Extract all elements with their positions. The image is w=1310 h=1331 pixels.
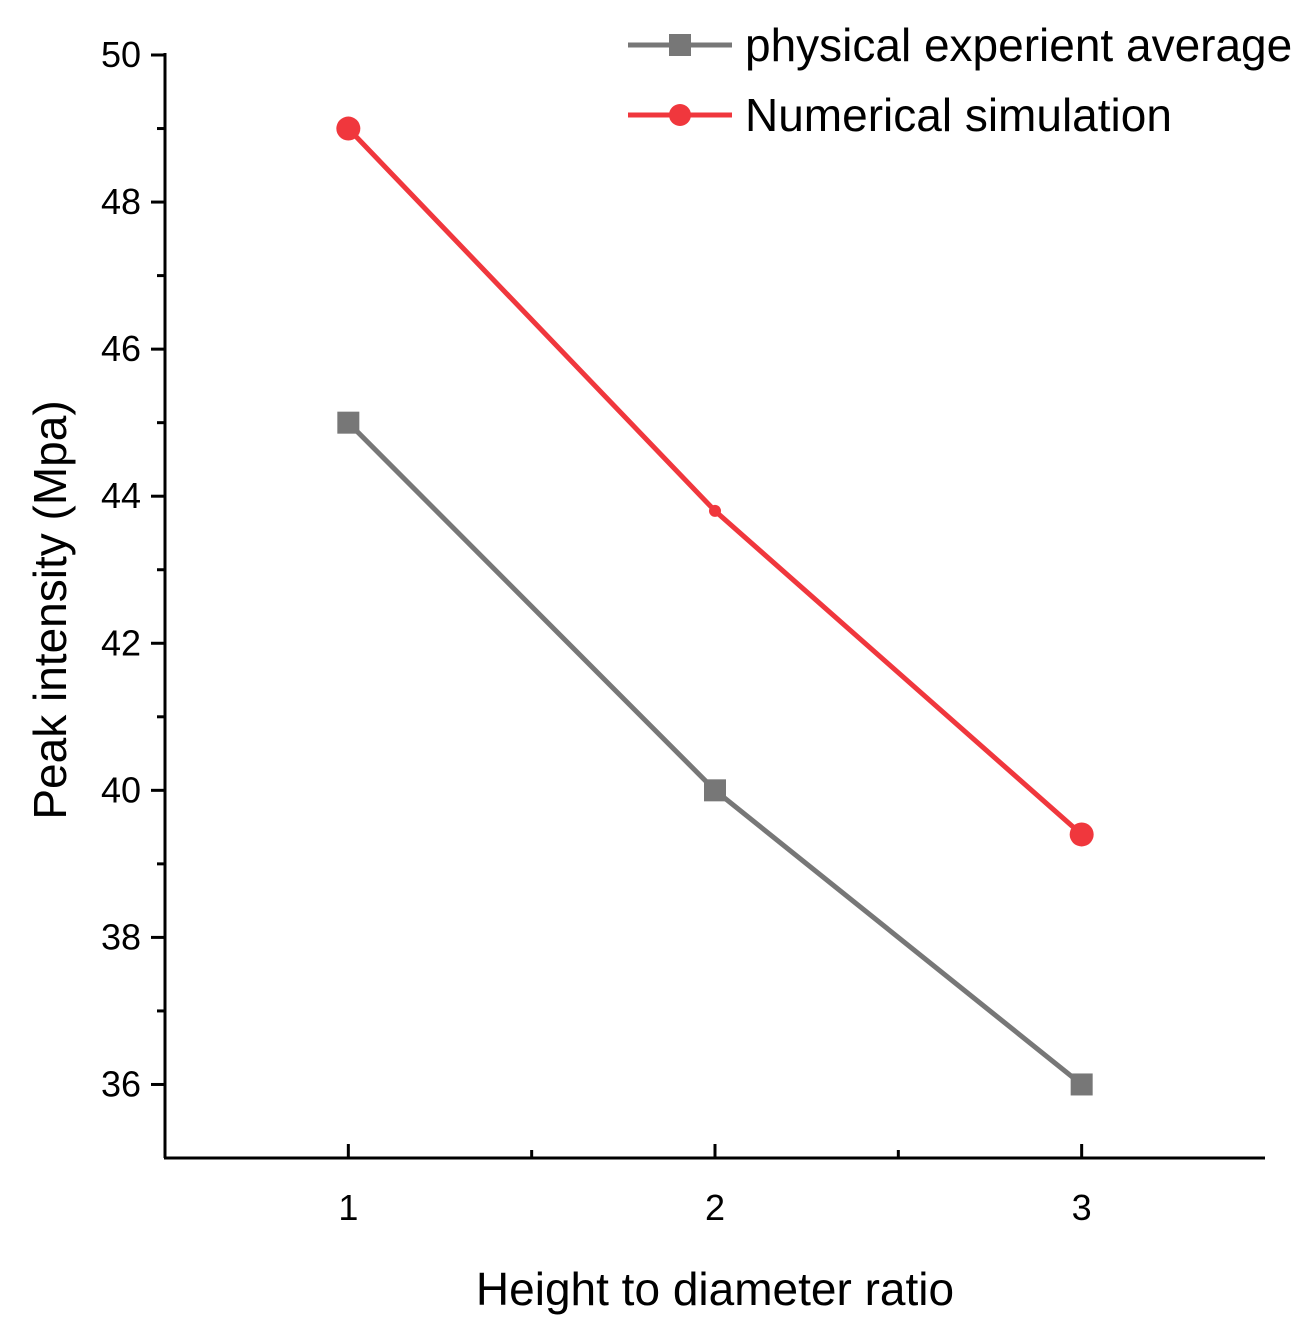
y-tick-label-42: 42 xyxy=(101,622,141,663)
x-axis-title: Height to diameter ratio xyxy=(476,1263,954,1315)
legend-label-1: Numerical simulation xyxy=(745,89,1172,141)
y-tick-label-50: 50 xyxy=(101,34,141,75)
x-tick-label-2: 2 xyxy=(705,1187,725,1228)
y-tick-label-46: 46 xyxy=(101,328,141,369)
series-1-point-1 xyxy=(709,504,721,517)
series-0-point-2 xyxy=(1070,1073,1093,1096)
series-1-point-0 xyxy=(336,116,361,141)
series-1-line xyxy=(346,126,1084,837)
legend: physical experient average Numerical simu… xyxy=(628,19,1292,141)
series-0-point-0 xyxy=(337,411,360,434)
legend-swatch-marker-1 xyxy=(669,104,691,126)
y-tick-label-44: 44 xyxy=(101,475,141,516)
x-tick-label-1: 1 xyxy=(338,1187,358,1228)
axes: 36 38 40 42 44 46 48 50 1 2 3 xyxy=(101,34,1265,1228)
series-1-point-2 xyxy=(1069,822,1094,847)
y-tick-label-40: 40 xyxy=(101,769,141,810)
legend-label-0: physical experient average xyxy=(745,19,1292,71)
y-axis-title: Peak intensity (Mpa) xyxy=(24,400,76,819)
series-0-point-1 xyxy=(704,779,726,802)
series-0-line xyxy=(346,420,1084,1087)
legend-swatch-marker-0 xyxy=(669,34,691,56)
series-layer xyxy=(336,116,1094,1096)
y-tick-label-38: 38 xyxy=(101,916,141,957)
y-tick-label-36: 36 xyxy=(101,1063,141,1104)
y-tick-label-48: 48 xyxy=(101,181,141,222)
x-tick-label-3: 3 xyxy=(1072,1187,1092,1228)
